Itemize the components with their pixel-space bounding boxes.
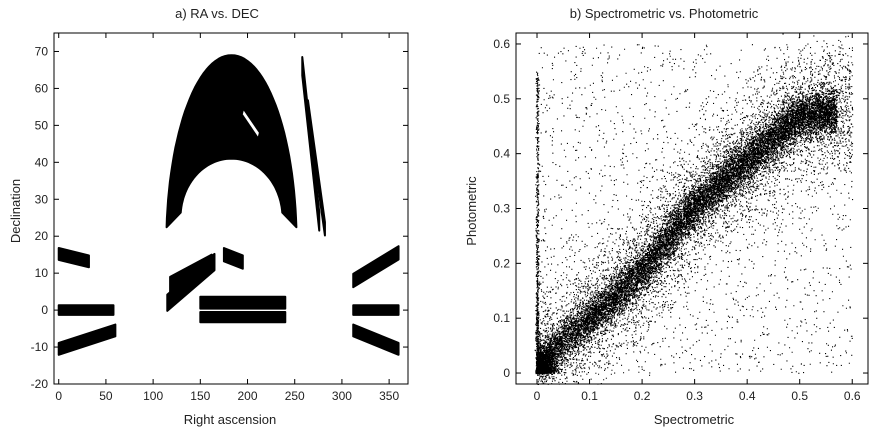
y-tick-label: 60: [35, 81, 49, 95]
axes-b: 0 0.1 0.2 0.3 0.4 0.5 0.6 0 0.1 0.2 0.3 0.4 0.5 0.6: [493, 32, 869, 403]
axes-a: 0 50 100 150 200 250 300 350 -20 -10 0 10 20 30 40 50 60…: [31, 32, 409, 403]
y-tick-label: -10: [31, 340, 49, 354]
y-tick-label: 30: [35, 192, 49, 206]
plot-area-a: [57, 54, 400, 356]
x-axis-label-a: Right ascension: [184, 412, 277, 427]
chart-title-a: a) RA vs. DEC: [175, 6, 259, 21]
y-tick-label: 40: [35, 155, 49, 169]
y-tick-label: 0.5: [493, 92, 510, 106]
x-tick-label: 0: [534, 389, 541, 403]
survey-region: [199, 295, 287, 310]
panel-spec-phot: b) Spectrometric vs. Photometric 0 0.1 0.2…: [464, 6, 869, 427]
x-tick-label: 200: [238, 389, 258, 403]
survey-region: [301, 56, 321, 232]
survey-region: [222, 247, 244, 270]
plot-frame: [53, 32, 409, 385]
survey-region: [57, 323, 117, 356]
y-tick-label: 0: [41, 303, 48, 317]
y-tick-label: 10: [35, 266, 49, 280]
x-tick-label: 300: [332, 389, 352, 403]
survey-region: [352, 304, 400, 316]
x-tick-label: 350: [379, 389, 399, 403]
x-tick-label: 50: [99, 389, 113, 403]
x-tick-label: 0: [55, 389, 62, 403]
y-tick-label: 0.4: [493, 147, 510, 161]
y-tick-label: 70: [35, 44, 49, 58]
x-tick-label: 150: [190, 389, 210, 403]
coverage-gap: [242, 110, 259, 137]
x-axis-label-b: Spectrometric: [654, 412, 735, 427]
y-tick-label: -20: [31, 377, 49, 391]
y-axis-label-b: Photometric: [464, 176, 479, 246]
survey-region: [352, 323, 400, 356]
survey-region: [169, 253, 213, 293]
x-tick-label: 0.4: [739, 389, 756, 403]
x-tick-label: 250: [285, 389, 305, 403]
x-tick-label: 0.1: [581, 389, 598, 403]
x-tick-label: 100: [143, 389, 163, 403]
y-tick-label: 20: [35, 229, 49, 243]
y-axis-label-a: Declination: [8, 179, 23, 243]
y-tick-label: 0.3: [493, 202, 510, 216]
x-tick-label: 0.5: [791, 389, 808, 403]
survey-region: [199, 310, 287, 324]
y-tick-label: 0.1: [493, 311, 510, 325]
x-tick-label: 0.2: [634, 389, 651, 403]
chart-title-b: b) Spectrometric vs. Photometric: [570, 6, 759, 21]
survey-region: [57, 304, 115, 316]
x-tick-label: 0.3: [686, 389, 703, 403]
survey-region: [57, 247, 90, 269]
survey-region: [165, 54, 298, 229]
x-tick-label: 0.6: [844, 389, 861, 403]
y-tick-label: 0: [503, 366, 510, 380]
y-tick-label: 0.2: [493, 256, 510, 270]
plot-area-b: [534, 33, 854, 385]
survey-region: [306, 99, 326, 237]
scatter-points: [534, 33, 854, 385]
y-tick-label: 0.6: [493, 37, 510, 51]
y-tick-label: 50: [35, 118, 49, 132]
survey-region: [352, 245, 400, 289]
panel-ra-dec: a) RA vs. DEC 0 50 100 150 200 250 300 350-20-1…: [8, 6, 409, 427]
